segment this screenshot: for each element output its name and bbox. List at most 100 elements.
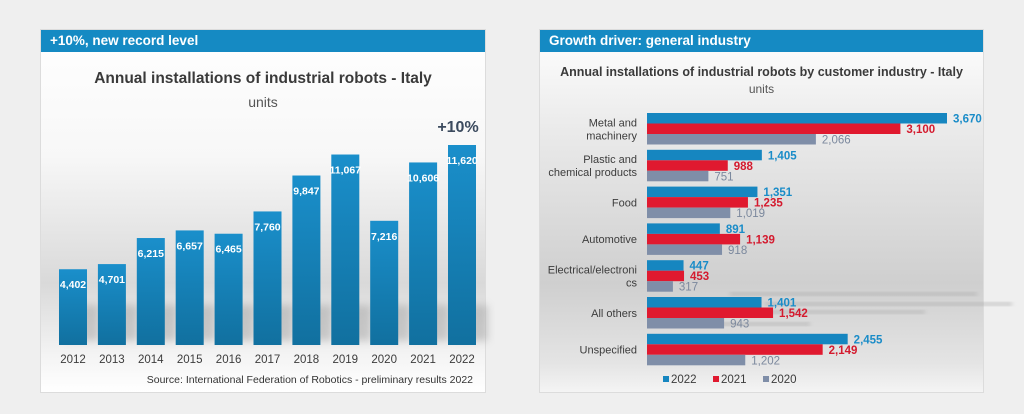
category-label: Automotive xyxy=(582,234,637,246)
bar-2015 xyxy=(175,230,204,345)
bar-value-label: 4,701 xyxy=(99,274,125,286)
bar-value-label: 7,216 xyxy=(371,231,397,243)
bar-value-label: 1,139 xyxy=(746,234,775,246)
bar-2016 xyxy=(214,233,243,345)
bar-value-label: 1,202 xyxy=(751,355,780,367)
bar-2020 xyxy=(647,281,673,292)
right-panel-header: Growth driver: general industry xyxy=(540,30,983,52)
bar-2021 xyxy=(647,160,728,171)
bar-2019 xyxy=(331,154,360,345)
bar-2021 xyxy=(647,307,774,318)
bar-2022 xyxy=(647,297,762,308)
x-tick-label: 2019 xyxy=(333,354,359,366)
category-label: Food xyxy=(612,197,637,209)
bar-value-label: 2,455 xyxy=(854,334,883,346)
reflection-streak xyxy=(730,292,977,296)
bar-2022 xyxy=(647,149,762,161)
right-chart-subtitle: units xyxy=(748,82,775,96)
x-tick-label: 2017 xyxy=(255,354,281,366)
bar-value-label: 3,670 xyxy=(953,114,982,126)
bar-value-label: 2,149 xyxy=(829,345,858,357)
bar-2014 xyxy=(136,238,165,345)
category-label: cs xyxy=(626,277,638,289)
bar-2021 xyxy=(647,270,685,282)
bar-value-label: 751 xyxy=(714,171,733,183)
left-chart-subtitle: units xyxy=(248,94,278,110)
bar-value-label: 10,606 xyxy=(407,172,439,184)
bar-2022 xyxy=(647,260,684,271)
category-label: All others xyxy=(591,308,637,320)
bar-2020 xyxy=(647,354,746,366)
bar-value-label: 1,401 xyxy=(768,298,797,310)
bar-value-label: 3,100 xyxy=(906,124,935,136)
x-tick-label: 2012 xyxy=(60,354,86,366)
bar-value-label: 1,019 xyxy=(736,208,765,220)
bar-2020 xyxy=(647,318,725,329)
legend-label-2021: 2021 xyxy=(721,374,747,386)
bar-2020 xyxy=(647,134,816,145)
bar-value-label: 447 xyxy=(690,261,709,273)
bar-2021 xyxy=(409,162,438,345)
x-tick-label: 2016 xyxy=(216,354,242,366)
legend-swatch-2021 xyxy=(713,376,719,382)
bar-2020 xyxy=(647,207,731,219)
x-tick-label: 2013 xyxy=(99,354,125,366)
left-chart-title: Annual installations of industrial robot… xyxy=(94,70,432,87)
bar-value-label: 988 xyxy=(734,161,754,173)
bar-2017 xyxy=(253,211,282,345)
bar-value-label: 6,215 xyxy=(138,248,164,260)
bar-value-label: 453 xyxy=(690,271,709,283)
bar-value-label: 317 xyxy=(679,282,698,294)
bar-2021 xyxy=(647,123,901,134)
bar-2012 xyxy=(59,269,87,345)
bar-value-label: 11,620 xyxy=(446,155,478,167)
bar-value-label: 4,402 xyxy=(60,279,86,291)
bar-value-label: 1,542 xyxy=(779,308,808,320)
bar-value-label: 1,351 xyxy=(763,187,792,199)
source-note: Source: International Federation of Robo… xyxy=(146,374,473,386)
bar-value-label: 11,067 xyxy=(330,165,362,177)
bar-2021 xyxy=(647,344,823,355)
x-tick-label: 2022 xyxy=(449,354,475,366)
bar-value-label: 6,657 xyxy=(177,240,203,252)
reflection-streak xyxy=(755,310,925,314)
bar-2018 xyxy=(292,175,321,345)
left-chart-panel: +10%, new record level Annual installati… xyxy=(40,29,488,393)
left-panel-header: +10%, new record level xyxy=(41,30,485,52)
category-label: Plastic and xyxy=(583,154,637,166)
x-tick-label: 2014 xyxy=(138,354,164,366)
category-label: Metal and xyxy=(589,117,637,129)
bar-value-label: 2,066 xyxy=(822,135,851,147)
category-label: Electrical/electroni xyxy=(548,264,637,276)
bar-value-label: 943 xyxy=(730,319,749,331)
bar-2021 xyxy=(647,233,741,245)
bar-value-label: 6,465 xyxy=(215,244,241,256)
bar-2020 xyxy=(647,170,709,182)
legend-swatch-2022 xyxy=(663,376,669,382)
x-tick-label: 2021 xyxy=(410,354,436,366)
legend-label-2020: 2020 xyxy=(771,374,797,386)
bar-value-label: 9,847 xyxy=(293,186,319,198)
bar-2022 xyxy=(647,186,758,198)
bar-2022 xyxy=(647,333,848,345)
bar-2021 xyxy=(647,197,748,208)
category-label: chemical products xyxy=(548,167,637,179)
growth-annotation: +10% xyxy=(437,119,478,136)
reflection-streak xyxy=(765,302,1012,306)
bar-2022 xyxy=(448,145,476,345)
category-label: Unspecified xyxy=(580,345,637,357)
bar-2022 xyxy=(647,223,720,234)
left-bar-chart: 4,402 2012 4,701 2013 6,215 2014 6,657 2015 6,46… xyxy=(59,119,488,366)
bar-value-label: 7,760 xyxy=(254,221,280,233)
right-chart-title: Annual installations of industrial robot… xyxy=(560,65,963,79)
bar-value-label: 1,235 xyxy=(754,198,783,210)
category-label: machinery xyxy=(586,130,637,142)
bar-value-label: 918 xyxy=(728,245,747,257)
legend-label-2022: 2022 xyxy=(671,374,697,386)
bar-2020 xyxy=(370,220,399,345)
bar-2022 xyxy=(647,113,947,124)
bar-value-label: 1,405 xyxy=(768,150,797,162)
legend-swatch-2020 xyxy=(763,376,769,382)
x-tick-label: 2018 xyxy=(294,354,320,366)
